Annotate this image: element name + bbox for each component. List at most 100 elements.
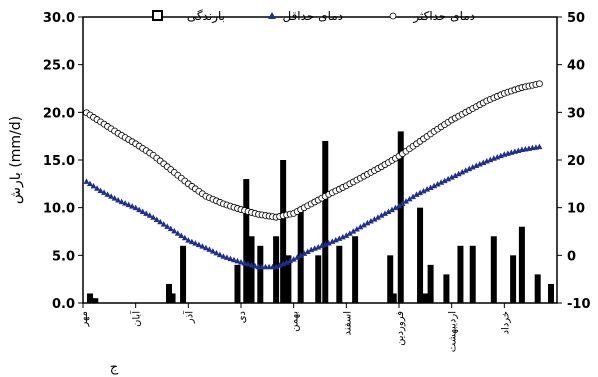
tmin-point: [195, 241, 202, 248]
precipitation-bar: [166, 283, 173, 303]
tmin-point: [234, 257, 241, 264]
precipitation-bar: [285, 255, 292, 303]
tmin-point: [392, 204, 399, 211]
precipitation-bar: [510, 255, 517, 303]
right-tick-label: 20: [567, 154, 585, 169]
right-tick-label: 40: [567, 59, 585, 74]
x-tick-label: آذر: [182, 310, 195, 324]
tmin-point: [111, 195, 118, 201]
precipitation-bar: [422, 293, 429, 303]
x-tick-label: اردیبهشت: [448, 311, 459, 352]
tmin-point: [248, 261, 255, 268]
tmin-point: [139, 208, 146, 214]
tmin-point: [83, 178, 90, 184]
precipitation-bar: [243, 179, 250, 303]
tmin-point: [90, 182, 97, 189]
right-tick-label: 10: [567, 202, 585, 217]
precipitation-bar: [315, 255, 322, 303]
tmin-point: [455, 170, 462, 177]
tmin-point: [101, 189, 108, 195]
tmin-point: [252, 262, 259, 269]
tmin-point: [209, 248, 216, 254]
x-tick-label: اسفند: [342, 311, 353, 335]
tmin-point: [343, 232, 350, 238]
tmin-point: [216, 251, 223, 258]
precipitation-bar: [180, 245, 187, 303]
precipitation-bar: [280, 160, 287, 303]
tmin-point: [185, 237, 192, 243]
x-tick-label: خرداد: [500, 311, 511, 334]
tmin-point: [164, 223, 171, 229]
tmin-point: [146, 212, 153, 218]
left-tick-label: 15.0: [43, 154, 75, 169]
right-tick-label: 50: [567, 11, 585, 26]
legend-marker-precipitation: [152, 10, 163, 21]
precipitation-bar: [234, 264, 241, 303]
tmin-point: [427, 184, 434, 190]
precipitation-bar: [169, 293, 176, 303]
tmin-point: [417, 189, 424, 196]
legend-marker-tmin: [268, 12, 276, 19]
tmin-point: [294, 254, 301, 260]
precipitation-bar: [336, 245, 343, 303]
left-tick-label: 25.0: [43, 59, 75, 74]
tmin-point: [336, 235, 343, 241]
x-tick-label: فروردین: [395, 311, 406, 346]
tmin-point: [202, 244, 209, 251]
tmin-point: [273, 263, 280, 270]
left-tick-label: 5.0: [52, 249, 75, 264]
tmin-point: [536, 143, 543, 150]
tmin-point: [227, 255, 234, 262]
x-tick-label: بهمن: [290, 311, 301, 332]
left-tick-label: 0.0: [52, 297, 75, 312]
tmin-point: [438, 179, 445, 185]
tmin-series: [83, 143, 543, 270]
tmin-point: [476, 161, 483, 167]
tmin-point: [167, 225, 174, 232]
tmin-point: [399, 200, 406, 206]
precipitation-bar: [469, 245, 476, 303]
tmin-point: [230, 256, 237, 263]
tmin-point: [297, 252, 304, 258]
tmin-point: [122, 200, 129, 206]
tmin-point: [388, 206, 395, 213]
right-tick-label: 0: [567, 249, 576, 264]
tmin-point: [357, 223, 364, 230]
tmin-point: [378, 212, 385, 218]
tmin-point: [480, 159, 487, 165]
legend-label-tmax: دمای حداکثر: [412, 9, 475, 24]
tmin-point: [301, 250, 308, 256]
precipitation-bar: [397, 131, 404, 303]
tmin-point: [118, 198, 125, 205]
tmin-point: [276, 262, 283, 268]
tmin-point: [245, 260, 252, 267]
tmin-point: [459, 169, 466, 175]
tmin-point: [339, 233, 346, 240]
tmin-point: [174, 230, 181, 236]
left-tick-label: 30.0: [43, 11, 75, 26]
tmin-point: [396, 202, 402, 209]
tmin-point: [374, 214, 381, 220]
tmin-point: [213, 249, 220, 256]
precipitation-bar: [390, 293, 397, 303]
x-tick-label: آبان: [130, 310, 143, 327]
tmin-point: [420, 187, 427, 194]
tmin-point: [132, 204, 139, 211]
tmin-point: [466, 165, 473, 172]
tmin-point: [469, 164, 476, 170]
precipitation-bars: [87, 131, 554, 303]
tmin-point: [104, 191, 111, 197]
tmin-point: [97, 187, 104, 194]
tmin-point: [360, 221, 367, 228]
tmin-point: [381, 210, 388, 216]
tmin-point: [424, 186, 431, 192]
tmin-point: [462, 167, 469, 173]
tmin-point: [434, 181, 441, 187]
tmin-point: [160, 221, 167, 227]
legend-marker-tmax: [389, 12, 397, 20]
tmin-point: [452, 172, 459, 178]
precipitation-bar: [427, 264, 434, 303]
left-axis-ticks: 0.0 5.0 10.0 15.0 20.0 25.0 30.0: [43, 11, 83, 312]
tmin-point: [153, 216, 160, 222]
